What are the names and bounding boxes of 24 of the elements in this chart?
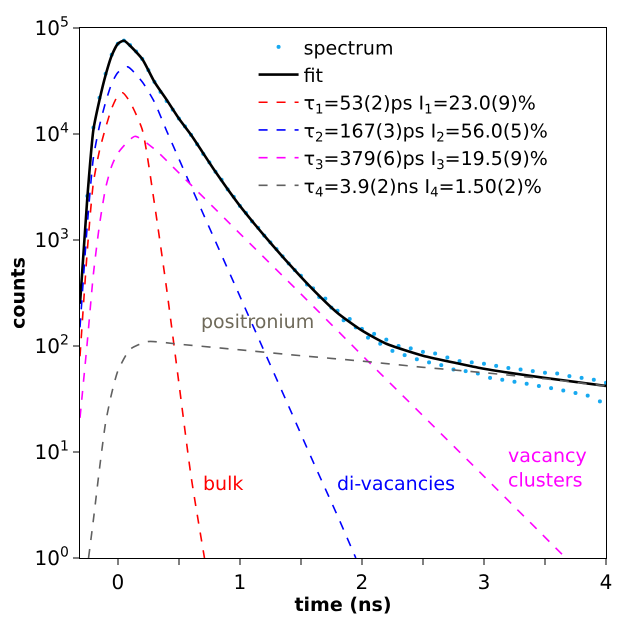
x-tick-label: 3 bbox=[478, 570, 490, 594]
legend-label: τ$_{4}$=3.9(2)ns I$_{4}$=1.50(2)% bbox=[304, 176, 542, 201]
x-tick-label: 4 bbox=[600, 570, 612, 594]
legend-label: spectrum bbox=[304, 37, 394, 60]
legend-label: τ$_{2}$=167(3)ps I$_{2}$=56.0(5)% bbox=[304, 120, 548, 146]
annotation: di-vacancies bbox=[337, 473, 456, 495]
x-tick-label: 1 bbox=[234, 570, 246, 594]
x-tick-label: 0 bbox=[111, 570, 124, 594]
annotation: vacancy clusters bbox=[508, 445, 587, 492]
y-tick-label: 10$^{0}$ bbox=[34, 544, 69, 570]
y-tick-label: 10$^{1}$ bbox=[34, 438, 69, 464]
annotation: bulk bbox=[203, 473, 244, 495]
line-series bbox=[88, 340, 606, 558]
legend-label: τ$_{1}$=53(2)ps I$_{1}$=23.0(9)% bbox=[304, 92, 536, 118]
legend-label: fit bbox=[304, 64, 323, 87]
legend-label: τ$_{3}$=379(6)ps I$_{3}$=19.5(9)% bbox=[304, 148, 548, 174]
y-axis-title: counts bbox=[7, 257, 30, 329]
y-tick-label: 10$^{4}$ bbox=[34, 120, 69, 146]
x-tick-label: 2 bbox=[356, 570, 368, 594]
y-tick-label: 10$^{2}$ bbox=[34, 332, 69, 358]
y-tick-label: 10$^{3}$ bbox=[34, 226, 69, 252]
y-tick-label: 10$^{5}$ bbox=[34, 14, 69, 40]
x-axis-title: time (ns) bbox=[294, 594, 392, 616]
annotation: positronium bbox=[201, 311, 314, 333]
